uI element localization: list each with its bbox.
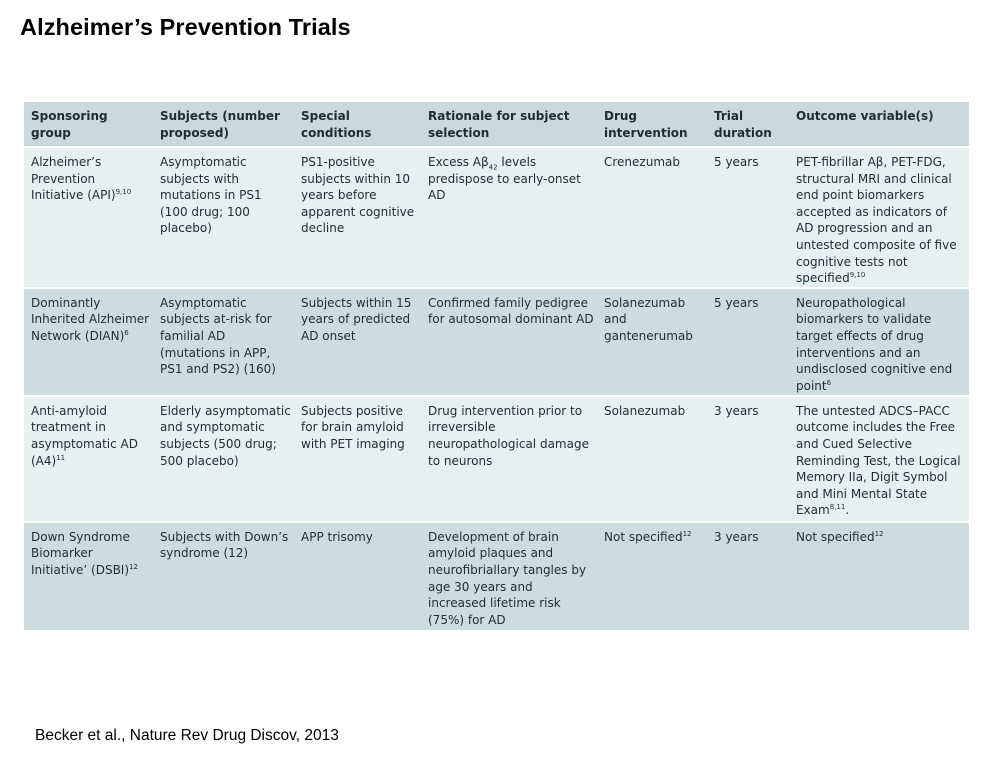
outcome-text: Neuropathological biomarkers to validate… bbox=[796, 295, 953, 393]
header-subjects: Subjects (number proposed) bbox=[160, 109, 280, 140]
cell-special-conditions: APP trisomy bbox=[294, 520, 421, 630]
drug-text: Solanezumab bbox=[604, 403, 686, 418]
cell-subjects: Subjects with Down’s syndrome (12) bbox=[153, 520, 294, 630]
cell-rationale: Excess Aβ42 levels predispose to early-o… bbox=[421, 146, 597, 288]
header-rationale: Rationale for subject selection bbox=[428, 109, 570, 140]
group-text: Anti-amyloid treatment in asymptomatic A… bbox=[31, 403, 139, 468]
outcome-end: . bbox=[845, 503, 850, 518]
table-row: Alzheimer’s Prevention Initiative (API)9… bbox=[24, 146, 969, 288]
cell-drug: Crenezumab bbox=[597, 146, 707, 288]
outcome-ref: 12 bbox=[874, 529, 884, 538]
citation: Becker et al., Nature Rev Drug Discov, 2… bbox=[35, 727, 339, 744]
cell-special-conditions: Subjects positive for brain amyloid with… bbox=[294, 394, 421, 522]
prevention-trials-table: Sponsoring group Subjects (number propos… bbox=[24, 102, 969, 630]
drug-text: Not specified bbox=[604, 529, 683, 544]
outcome-ref: 6 bbox=[826, 378, 832, 387]
rationale-text: Development of brain amyloid plaques and… bbox=[428, 529, 587, 627]
outcome-text: The untested ADCS–PACC outcome includes … bbox=[796, 403, 961, 518]
group-ref: 9,10 bbox=[115, 188, 132, 197]
group-text: Down Syndrome Biomarker Initiative’ (DSB… bbox=[31, 529, 130, 577]
header-sponsoring-group: Sponsoring group bbox=[31, 109, 108, 140]
cell-sponsoring-group: Dominantly Inherited Alzheimer Network (… bbox=[24, 286, 153, 396]
cell-special-conditions: Subjects within 15 years of predicted AD… bbox=[294, 286, 421, 396]
cell-duration: 3 years bbox=[707, 520, 789, 630]
cell-subjects: Elderly asymptomatic and symptomatic sub… bbox=[153, 394, 294, 522]
cell-duration: 5 years bbox=[707, 146, 789, 288]
cell-sponsoring-group: Anti-amyloid treatment in asymptomatic A… bbox=[24, 394, 153, 522]
cell-rationale: Development of brain amyloid plaques and… bbox=[421, 520, 597, 630]
group-text: Dominantly Inherited Alzheimer Network (… bbox=[31, 295, 150, 343]
outcome-ref: 8,11 bbox=[829, 503, 846, 512]
rationale-text-cont: levels predispose to early-onset AD bbox=[428, 155, 581, 203]
cell-drug: Solanezumab and gantenerumab bbox=[597, 286, 707, 396]
cell-sponsoring-group: Alzheimer’s Prevention Initiative (API)9… bbox=[24, 146, 153, 288]
header-special-conditions: Special conditions bbox=[301, 109, 372, 140]
rationale-text: Excess Aβ bbox=[428, 155, 489, 169]
rationale-text: Drug intervention prior to irreversible … bbox=[428, 403, 589, 468]
cell-rationale: Drug intervention prior to irreversible … bbox=[421, 394, 597, 522]
table-row: Anti-amyloid treatment in asymptomatic A… bbox=[24, 394, 969, 522]
slide-title: Alzheimer’s Prevention Trials bbox=[20, 14, 351, 40]
outcome-text: Not specified bbox=[796, 529, 875, 544]
table-header-row: Sponsoring group Subjects (number propos… bbox=[24, 102, 969, 147]
drug-ref: 12 bbox=[682, 529, 692, 538]
outcome-text: PET-fibrillar Aβ, PET-FDG, structural MR… bbox=[796, 155, 957, 286]
drug-text: Solanezumab and gantenerumab bbox=[604, 295, 693, 343]
cell-outcome: The untested ADCS–PACC outcome includes … bbox=[789, 394, 969, 522]
group-ref: 12 bbox=[129, 562, 138, 571]
table-row: Down Syndrome Biomarker Initiative’ (DSB… bbox=[24, 520, 969, 630]
cell-sponsoring-group: Down Syndrome Biomarker Initiative’ (DSB… bbox=[24, 520, 153, 630]
cell-special-conditions: PS1-positive subjects within 10 years be… bbox=[294, 146, 421, 288]
header-drug-intervention: Drug intervention bbox=[604, 109, 688, 140]
cell-subjects: Asymptomatic subjects at-risk for famili… bbox=[153, 286, 294, 396]
rationale-subscript: 42 bbox=[488, 163, 498, 172]
cell-rationale: Confirmed family pedigree for autosomal … bbox=[421, 286, 597, 396]
header-outcome-variables: Outcome variable(s) bbox=[796, 109, 934, 123]
cell-outcome: PET-fibrillar Aβ, PET-FDG, structural MR… bbox=[789, 146, 969, 288]
rationale-text: Confirmed family pedigree for autosomal … bbox=[428, 295, 594, 327]
cell-duration: 5 years bbox=[707, 286, 789, 396]
cell-outcome: Neuropathological biomarkers to validate… bbox=[789, 286, 969, 396]
cell-outcome: Not specified12 bbox=[789, 520, 969, 630]
group-text: Alzheimer’s Prevention Initiative (API) bbox=[31, 155, 116, 203]
table-row: Dominantly Inherited Alzheimer Network (… bbox=[24, 286, 969, 396]
cell-duration: 3 years bbox=[707, 394, 789, 522]
cell-drug: Solanezumab bbox=[597, 394, 707, 522]
drug-text: Crenezumab bbox=[604, 155, 680, 169]
cell-subjects: Asymptomatic subjects with mutations in … bbox=[153, 146, 294, 288]
header-trial-duration: Trial duration bbox=[714, 109, 772, 140]
cell-drug: Not specified12 bbox=[597, 520, 707, 630]
group-ref: 11 bbox=[56, 453, 66, 462]
group-ref: 6 bbox=[124, 328, 129, 337]
outcome-ref: 9,10 bbox=[849, 271, 866, 280]
